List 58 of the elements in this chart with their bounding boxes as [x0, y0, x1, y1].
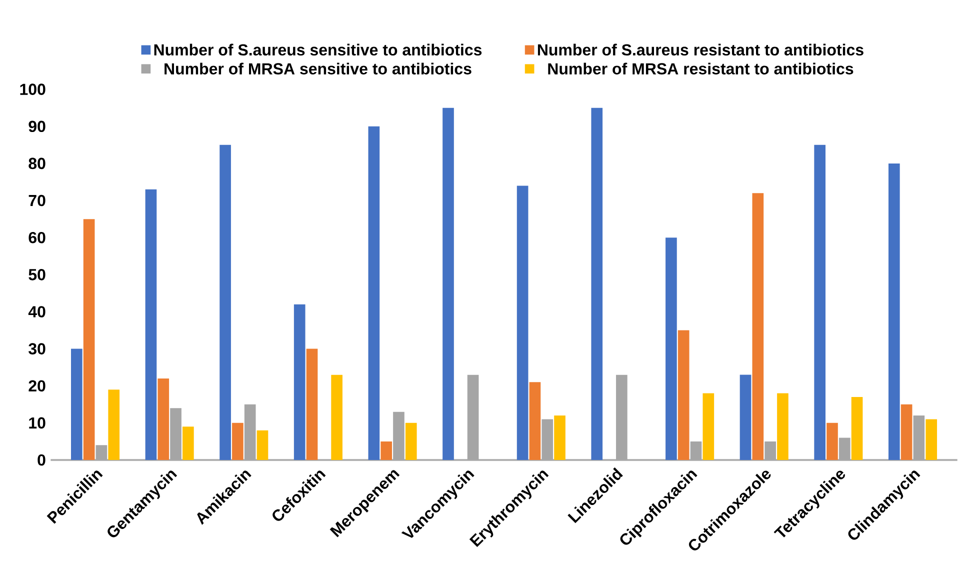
bar: [393, 412, 404, 460]
bar: [467, 374, 479, 460]
y-tick-label: 80: [28, 158, 46, 170]
bar: [83, 219, 95, 460]
y-tick-label: 50: [28, 269, 46, 280]
y-tick-label: 10: [29, 417, 46, 429]
y-tick-label: 90: [28, 120, 46, 132]
y-tick-label: 40: [28, 306, 46, 318]
bar: [220, 144, 231, 460]
bar: [702, 393, 714, 460]
bar: [256, 430, 268, 460]
bar: [516, 186, 528, 460]
bar: [777, 393, 788, 460]
bar: [926, 419, 938, 460]
bar: [405, 422, 417, 460]
legend-label: Number of MRSA sensitive to antibiotics: [164, 62, 472, 74]
bar: [368, 126, 380, 460]
bar: [96, 445, 108, 460]
y-tick-label: 70: [28, 194, 46, 206]
bar: [306, 348, 318, 460]
bar: [616, 374, 628, 460]
bar: [913, 416, 925, 460]
bar: [108, 390, 120, 460]
bar: [740, 374, 752, 460]
y-tick-label: 30: [28, 343, 46, 354]
bar: [591, 108, 603, 460]
bar: [826, 422, 838, 460]
bar: [380, 441, 392, 460]
bar: [244, 404, 256, 460]
legend-label: Number of S.aureus sensitive to antibiotics: [154, 44, 482, 56]
bar: [232, 422, 244, 460]
bar: [145, 189, 157, 460]
y-tick-label: 20: [28, 380, 46, 392]
bar: [838, 438, 850, 460]
bar: [666, 238, 677, 460]
bar: [182, 426, 194, 460]
bar: [331, 374, 342, 460]
bar: [170, 408, 182, 460]
bar: [678, 330, 690, 460]
legend-label: Number of MRSA resistant to antibiotics: [548, 62, 854, 74]
bar: [814, 144, 826, 460]
bar: [442, 108, 454, 460]
bar: [851, 396, 863, 460]
bar: [900, 404, 912, 460]
bar: [529, 382, 541, 460]
y-tick-label: 100: [20, 84, 46, 95]
y-tick-label: 60: [28, 232, 46, 244]
bar: [888, 163, 900, 460]
y-tick-label: 0: [38, 454, 46, 466]
bar: [554, 416, 566, 460]
bar: [764, 441, 776, 460]
bar: [70, 348, 82, 460]
bar: [158, 378, 170, 460]
bar: [542, 419, 554, 460]
bar: [690, 441, 702, 460]
bar: [752, 193, 764, 460]
legend-label: Number of S.aureus resistant to antibiotics: [538, 44, 864, 56]
bar: [294, 304, 306, 460]
